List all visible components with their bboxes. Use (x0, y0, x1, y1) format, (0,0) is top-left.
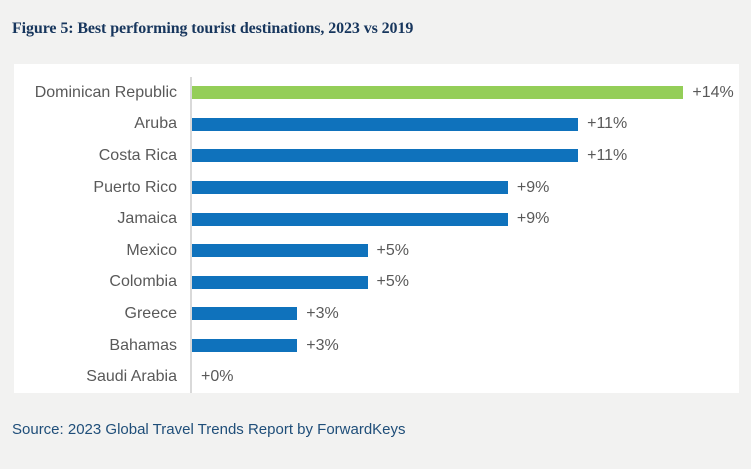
chart-row: Aruba +11% (14, 109, 739, 141)
bar-track: +5% (190, 242, 739, 260)
chart-row: Mexico +5% (14, 235, 739, 267)
category-label: Puerto Rico (93, 178, 177, 196)
bar-track: +11% (190, 115, 739, 133)
value-label: +9% (516, 178, 550, 196)
bar-track: +0% (190, 368, 739, 386)
category-label: Aruba (134, 115, 177, 133)
bar-track: +9% (190, 179, 739, 197)
bar (192, 149, 579, 163)
value-label: +11% (587, 146, 628, 164)
chart-rows: Dominican Republic +14% Aruba +11% Costa Ric… (14, 77, 739, 393)
bar (192, 117, 579, 131)
value-label: +5% (376, 273, 409, 291)
bar (192, 86, 684, 100)
chart-row: Dominican Republic +14% (14, 77, 739, 109)
chart-panel: Dominican Republic +14% Aruba +11% Costa Ric… (14, 64, 739, 393)
value-label: +11% (587, 115, 628, 133)
chart-row: Jamaica +9% (14, 203, 739, 235)
value-label: +5% (376, 241, 409, 259)
chart-row: Puerto Rico +9% (14, 172, 739, 204)
value-label: +3% (306, 336, 339, 354)
chart-row: Greece +3% (14, 298, 739, 330)
bar-track: +5% (190, 273, 739, 291)
bar-track: +3% (190, 337, 739, 355)
value-label: +0% (201, 368, 234, 386)
chart-row: Bahamas +3% (14, 330, 739, 362)
category-label: Jamaica (117, 210, 177, 228)
bar (192, 212, 508, 226)
bar (192, 181, 508, 195)
chart-row: Colombia +5% (14, 267, 739, 299)
bar (192, 339, 298, 353)
category-label: Greece (124, 304, 177, 322)
bar (192, 307, 298, 321)
category-label: Bahamas (109, 336, 177, 354)
category-label: Mexico (126, 241, 177, 259)
figure-title: Figure 5: Best performing tourist destin… (12, 20, 414, 37)
bar-track: +3% (190, 305, 739, 323)
bar (192, 275, 368, 289)
bar-track: +14% (190, 84, 739, 102)
value-label: +9% (516, 210, 550, 228)
chart-row: Saudi Arabia +0% (14, 361, 739, 393)
source-attribution: Source: 2023 Global Travel Trends Report… (12, 421, 406, 438)
value-label: +3% (306, 304, 339, 322)
bar (192, 244, 368, 258)
category-label: Dominican Republic (34, 83, 177, 101)
bar-track: +11% (190, 147, 739, 165)
category-label: Saudi Arabia (86, 368, 177, 386)
category-label: Colombia (109, 273, 177, 291)
y-axis-line (190, 77, 192, 393)
category-label: Costa Rica (98, 146, 177, 164)
chart-row: Costa Rica +11% (14, 140, 739, 172)
value-label: +14% (692, 83, 734, 101)
bar-track: +9% (190, 210, 739, 228)
